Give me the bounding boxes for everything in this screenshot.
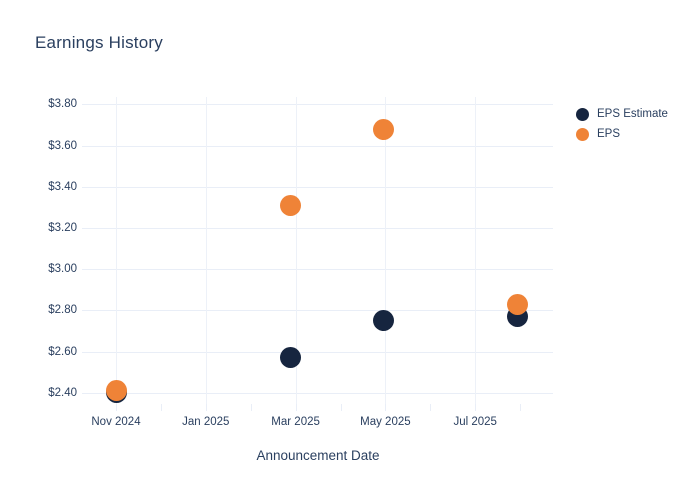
x-minor-tick bbox=[295, 404, 297, 411]
y-tick-label: $3.00 bbox=[48, 263, 77, 276]
y-tick-label: $2.40 bbox=[48, 386, 77, 399]
gridline-y-$2.60 bbox=[82, 351, 553, 353]
x-minor-tick bbox=[430, 404, 432, 411]
y-tick-label: $3.80 bbox=[48, 98, 77, 111]
x-tick-label: Jan 2025 bbox=[182, 416, 230, 428]
data-point-eps[interactable] bbox=[372, 118, 394, 140]
gridline-y-$3.20 bbox=[82, 227, 553, 229]
gridline-y-$2.40 bbox=[82, 392, 553, 394]
y-tick-label: $3.40 bbox=[48, 180, 77, 193]
x-axis-title: Announcement Date bbox=[256, 448, 380, 463]
chart-title: Earnings History bbox=[35, 33, 163, 52]
x-tick-label: Jul 2025 bbox=[453, 416, 497, 428]
data-point-eps[interactable] bbox=[507, 293, 529, 315]
eps-estimate-marker-icon bbox=[576, 107, 589, 121]
x-minor-tick bbox=[250, 404, 252, 411]
x-tick-label: May 2025 bbox=[360, 416, 411, 428]
gridline-y-$3.40 bbox=[82, 186, 553, 188]
x-minor-tick bbox=[520, 404, 522, 411]
legend-label-eps-estimate: EPS Estimate bbox=[597, 108, 668, 120]
gridline-y-$3.00 bbox=[82, 269, 553, 271]
y-tick-label: $2.60 bbox=[48, 345, 77, 358]
x-minor-tick bbox=[385, 404, 387, 411]
x-tick-label: Mar 2025 bbox=[271, 416, 320, 428]
gridline-x-Jul 2025 bbox=[475, 97, 477, 404]
data-point-eps[interactable] bbox=[279, 194, 301, 216]
gridline-y-$3.80 bbox=[82, 104, 553, 106]
gridline-x-Jan 2025 bbox=[205, 97, 207, 404]
gridline-x-May 2025 bbox=[385, 97, 387, 404]
gridline-y-$2.80 bbox=[82, 310, 553, 312]
x-minor-tick bbox=[160, 404, 162, 411]
data-point-eps[interactable] bbox=[105, 380, 127, 402]
y-tick-label: $3.20 bbox=[48, 221, 77, 234]
x-minor-tick bbox=[205, 404, 207, 411]
gridline-y-$3.60 bbox=[82, 145, 553, 147]
y-tick-label: $3.60 bbox=[48, 139, 77, 152]
x-tick-label: Nov 2024 bbox=[91, 416, 141, 428]
x-minor-tick bbox=[340, 404, 342, 411]
eps-marker-icon bbox=[576, 127, 589, 141]
gridline-x-Mar 2025 bbox=[295, 97, 297, 404]
x-minor-tick bbox=[116, 404, 117, 411]
data-point-eps-estimate[interactable] bbox=[372, 310, 394, 332]
legend-label-eps: EPS bbox=[597, 128, 621, 140]
y-tick-label: $2.80 bbox=[48, 304, 77, 317]
data-point-eps-estimate[interactable] bbox=[279, 347, 301, 369]
legend-item-eps-estimate[interactable]: EPS Estimate bbox=[576, 104, 668, 124]
gridline-x-Nov 2024 bbox=[116, 97, 117, 404]
legend-item-eps[interactable]: EPS bbox=[576, 124, 668, 144]
legend: EPS Estimate EPS bbox=[576, 104, 668, 144]
x-minor-tick bbox=[475, 404, 477, 411]
